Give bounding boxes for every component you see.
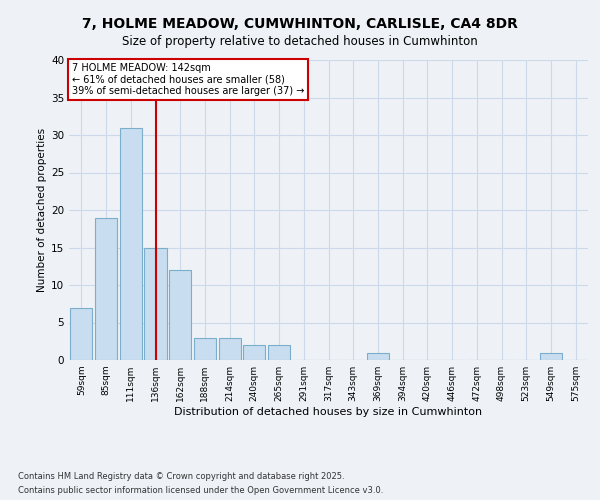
Bar [540,352,562,360]
Bar [95,218,117,360]
Text: Contains public sector information licensed under the Open Government Licence v3: Contains public sector information licen… [18,486,383,495]
Text: Size of property relative to detached houses in Cumwhinton: Size of property relative to detached ho… [122,35,478,48]
Bar [243,345,265,360]
Bar [194,338,216,360]
Bar [145,248,167,360]
Bar [119,128,142,360]
Text: 7 HOLME MEADOW: 142sqm
← 61% of detached houses are smaller (58)
39% of semi-det: 7 HOLME MEADOW: 142sqm ← 61% of detached… [71,63,304,96]
Bar [169,270,191,360]
X-axis label: Distribution of detached houses by size in Cumwhinton: Distribution of detached houses by size … [175,407,482,417]
Bar [70,308,92,360]
Bar [268,345,290,360]
Bar [367,352,389,360]
Bar [218,338,241,360]
Text: Contains HM Land Registry data © Crown copyright and database right 2025.: Contains HM Land Registry data © Crown c… [18,472,344,481]
Text: 7, HOLME MEADOW, CUMWHINTON, CARLISLE, CA4 8DR: 7, HOLME MEADOW, CUMWHINTON, CARLISLE, C… [82,18,518,32]
Y-axis label: Number of detached properties: Number of detached properties [37,128,47,292]
